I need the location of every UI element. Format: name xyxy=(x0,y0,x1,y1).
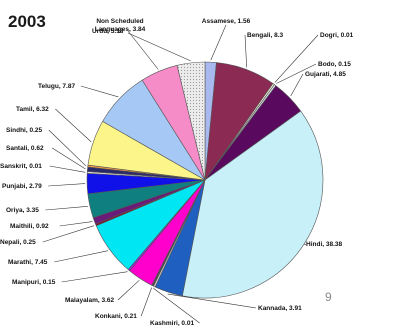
leader-line-tamil xyxy=(55,108,92,143)
slice-label-punjabi: Punjabi, 2.79 xyxy=(2,183,42,190)
leader-line-non-scheduled-languages xyxy=(127,32,191,62)
slice-label-gujarati: Gujarati, 4.85 xyxy=(305,71,346,78)
slice-label-telugu: Telugu, 7.87 xyxy=(38,83,75,90)
slice-label-nepali: Nepali, 0.25 xyxy=(0,239,36,246)
pie-slice-non-scheduled-languages xyxy=(176,61,206,181)
leader-line-bengali xyxy=(244,34,247,68)
slice-label-assamese: Assamese, 1.56 xyxy=(202,18,251,25)
slice-label-hindi: Hindi, 38.38 xyxy=(306,241,343,248)
leader-line-konkani xyxy=(140,287,152,317)
leader-line-kannada xyxy=(167,293,257,309)
leader-line-assamese xyxy=(210,24,227,61)
slice-label-bodo: Bodo, 0.15 xyxy=(318,61,351,68)
leader-line-nepali xyxy=(42,225,95,243)
leader-line-hindi xyxy=(303,243,307,246)
leader-line-gujarati xyxy=(290,73,304,97)
slice-label-oriya: Oriya, 3.35 xyxy=(6,207,39,214)
page-number: 9 xyxy=(325,290,332,304)
leader-line-urdu xyxy=(127,30,159,70)
leader-line-punjabi xyxy=(48,183,86,187)
pie-slice-hindi xyxy=(181,110,324,299)
leader-line-oriya xyxy=(45,206,88,211)
leader-line-maithili xyxy=(59,221,93,227)
leader-line-telugu xyxy=(80,85,119,98)
slice-label-kashmiri: Kashmiri, 0.01 xyxy=(150,320,194,327)
slice-label-konkani: Konkani, 0.21 xyxy=(95,313,137,320)
slice-label-sindhi: Sindhi, 0.25 xyxy=(6,127,43,134)
slice-label-urdu: Urdu, 5.18 xyxy=(92,28,124,35)
leader-line-marathi xyxy=(54,250,109,263)
slice-label-non-scheduled-languages: Non Scheduled Languages, 3.84 xyxy=(95,18,146,33)
slice-label-manipuri: Manipuri, 0.15 xyxy=(12,279,56,286)
slice-label-kannada: Kannada, 3.91 xyxy=(258,305,302,312)
leader-line-bodo xyxy=(276,63,317,84)
year-title: 2003 xyxy=(8,12,46,31)
slice-label-bengali: Bengali, 8.3 xyxy=(247,32,284,39)
slice-label-sanskrit: Sanskrit, 0.01 xyxy=(0,163,42,170)
slice-label-maithili: Maithili, 0.92 xyxy=(10,223,49,230)
leader-line-malayalam xyxy=(117,280,140,301)
leader-line-manipuri xyxy=(61,271,128,283)
slice-label-santali: Santali, 0.62 xyxy=(6,145,44,152)
leader-line-sindhi xyxy=(48,129,87,167)
leader-line-sanskrit xyxy=(49,165,86,173)
slice-label-malayalam: Malayalam, 3.62 xyxy=(65,297,115,304)
slice-label-marathi: Marathi, 7.45 xyxy=(8,259,48,266)
leader-line-kashmiri xyxy=(153,288,200,324)
leader-line-dogri xyxy=(274,34,319,83)
slice-label-dogri: Dogri, 0.01 xyxy=(320,32,354,39)
slice-label-tamil: Tamil, 6.32 xyxy=(16,106,49,113)
leader-line-santali xyxy=(52,147,86,170)
